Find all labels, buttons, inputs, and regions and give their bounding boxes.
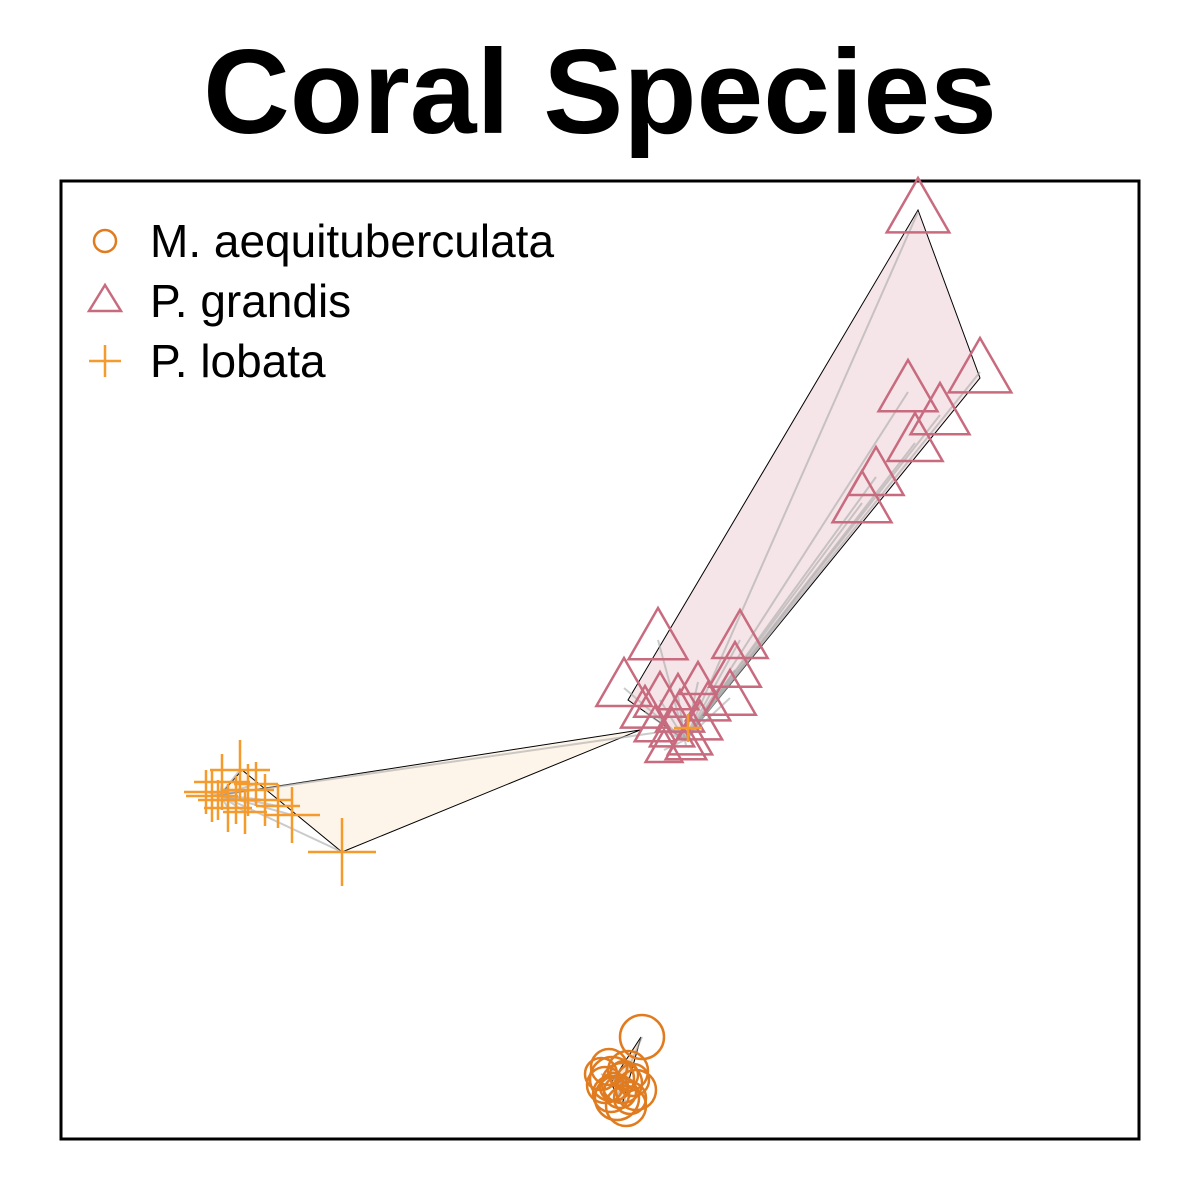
point-2-10 — [184, 770, 228, 814]
point-1-8 — [710, 607, 770, 660]
point-1-13 — [618, 683, 672, 729]
legend-circle-icon — [92, 228, 118, 254]
spider-line-2-14 — [219, 727, 689, 796]
point-1-20 — [663, 721, 709, 761]
chart-title: Coral Species — [203, 25, 997, 159]
points-layer — [184, 175, 1014, 1128]
point-2-13 — [198, 780, 238, 820]
hull-2 — [218, 729, 641, 853]
legend: M. aequituberculata P. grandis P. lobata — [86, 215, 554, 387]
point-1-11 — [594, 655, 654, 708]
point-0-8 — [589, 1047, 629, 1087]
legend-label-2: P. lobata — [150, 335, 326, 387]
point-1-7 — [626, 605, 690, 661]
point-0-13 — [612, 1080, 648, 1116]
point-2-12 — [256, 784, 300, 828]
point-2-7 — [222, 764, 274, 816]
spider-line-2-0 — [219, 794, 343, 853]
point-0-10 — [602, 1074, 638, 1110]
point-0-12 — [583, 1056, 619, 1092]
point-1-10 — [702, 667, 758, 717]
point-2-11 — [223, 790, 267, 834]
legend-item-triangle: P. grandis — [86, 275, 351, 327]
point-1-19 — [683, 679, 733, 722]
point-2-2 — [264, 787, 320, 843]
point-1-0 — [884, 175, 952, 234]
spider-line-1-0 — [684, 211, 919, 741]
legend-item-plus: P. lobata — [89, 335, 326, 387]
legend-item-circle: M. aequituberculata — [92, 215, 554, 267]
point-1-1 — [946, 335, 1014, 394]
point-1-3 — [908, 380, 972, 436]
point-2-5 — [186, 770, 238, 822]
point-1-18 — [632, 703, 678, 743]
plot-frame — [59, 179, 1141, 1141]
point-1-9 — [707, 639, 763, 689]
legend-triangle-icon — [86, 282, 124, 313]
spider-line-1-6 — [684, 502, 863, 741]
point-2-0 — [308, 818, 376, 886]
legend-plus-icon — [89, 345, 121, 377]
point-2-9 — [234, 762, 278, 806]
point-0-15 — [591, 1074, 631, 1114]
hull-1 — [627, 208, 981, 741]
point-0-0 — [618, 1013, 666, 1061]
point-1-4 — [885, 410, 945, 463]
point-1-21 — [643, 727, 685, 764]
point-1-22 — [677, 659, 719, 696]
point-2-14 — [674, 714, 702, 742]
point-1-2 — [876, 357, 940, 413]
legend-label-0: M. aequituberculata — [150, 215, 554, 267]
hull-layer — [218, 208, 981, 1107]
point-1-23 — [655, 671, 701, 711]
legend-label-1: P. grandis — [150, 275, 351, 327]
spider-line-1-4 — [684, 442, 916, 741]
point-1-6 — [830, 468, 894, 524]
